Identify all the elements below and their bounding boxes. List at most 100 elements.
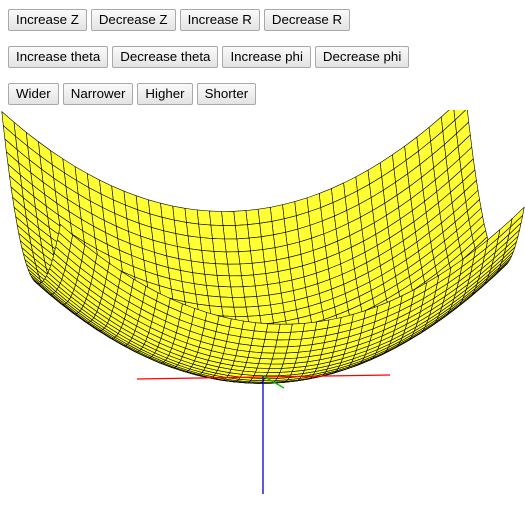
surface-facet [208,210,224,226]
surface-facet [239,262,254,277]
surface-facet [290,322,305,333]
surface-facet [245,208,261,226]
surface-facet [187,235,203,251]
decrease-phi-button[interactable]: Decrease phi [314,46,410,68]
surface-facet [204,273,219,287]
surface-facet [272,352,287,360]
surface-facet [202,262,218,276]
surface-facet [234,224,250,240]
surface-facet [199,237,215,252]
surface-facet [212,238,227,253]
increase-z-button[interactable]: Increase Z [8,9,87,31]
surface-facet [257,304,273,316]
surface-facet [228,275,244,288]
surface-facet [275,339,290,348]
surface-facet [198,223,213,239]
surface-facet [227,263,242,277]
surface-facet [237,250,253,265]
surface-facet [207,295,222,308]
surface-facet [265,371,281,377]
surface-facet [218,286,233,298]
surface-facet [189,248,204,264]
surface-facet [184,207,199,225]
surface-facet [215,263,230,277]
increase-phi-button[interactable]: Increase phi [222,46,311,68]
shorter-button[interactable]: Shorter [196,83,257,105]
3d-scene-canvas[interactable] [0,110,525,510]
surface-facet [287,338,302,348]
surface-facet [245,305,261,317]
surface-facet [264,331,279,341]
surface-facet [288,331,304,341]
surface-facet [259,313,274,325]
higher-button[interactable]: Higher [137,83,193,105]
surface-facet [255,367,270,373]
y-axis-line [262,375,285,389]
surface-facet [233,210,248,226]
button-row-angles: Increase theta Decrease theta Increase p… [8,46,410,68]
surface-facet [233,306,248,317]
surface-facet [225,251,241,265]
surface-facet [267,368,282,373]
surface-facet [258,358,273,365]
surface-facet [276,331,292,341]
increase-theta-button[interactable]: Increase theta [8,46,109,68]
surface-facet [242,285,258,298]
surface-facet [262,247,277,263]
surface-facet [253,273,268,287]
surface-facet [190,260,206,275]
surface-facet [250,338,266,347]
surface-facet [221,210,236,226]
surface-facet [224,238,239,253]
surface-facet [248,236,264,252]
surface-facet [260,234,276,250]
button-row-camera: Increase Z Decrease Z Increase R Decreas… [8,9,351,31]
surface-facet [222,225,238,240]
decrease-z-button[interactable]: Decrease Z [90,9,176,31]
surface-facet [256,363,272,369]
surface-facet [252,330,267,340]
narrower-button[interactable]: Narrower [62,83,134,105]
decrease-theta-button[interactable]: Decrease theta [112,46,219,68]
surface-facet [216,275,232,288]
surface-facet [253,322,269,333]
surface-facet [270,358,286,365]
surface-facet [210,224,225,240]
surface-facet [259,352,275,360]
surface-facet [269,204,285,222]
surface-facet [278,323,293,333]
increase-r-button[interactable]: Increase R [179,9,260,31]
surface-facet [250,249,265,264]
surface-facet [254,284,270,297]
surface-facet [213,251,229,265]
axes [136,374,391,494]
surface-facet [273,346,289,354]
surface-facet [244,296,259,308]
surface-facet [259,221,274,238]
decrease-r-button[interactable]: Decrease R [263,9,351,31]
button-row-shape: Wider Narrower Higher Shorter [8,83,257,105]
surface-facet [268,363,284,369]
surface-facet [251,261,267,276]
surface-facet [205,285,221,298]
wider-button[interactable]: Wider [8,83,59,105]
surface-facet [221,306,236,317]
surface-facet [58,223,73,244]
surface-facet [261,346,276,354]
surface-facet [219,296,235,308]
surface-facet [262,339,278,348]
surface-facet [265,271,280,285]
surface-facet [302,321,318,332]
paraboloid-surface [1,110,525,384]
surface-facet [196,209,212,226]
surface-facet [236,237,251,253]
surface-facet [230,286,245,298]
surface-facet [186,222,201,238]
surface-facet [271,218,286,236]
surface-facet [231,296,247,308]
surface-facet [263,259,279,274]
3d-viewport[interactable] [0,110,525,510]
surface-facet [201,250,216,265]
surface-facet [241,274,256,288]
